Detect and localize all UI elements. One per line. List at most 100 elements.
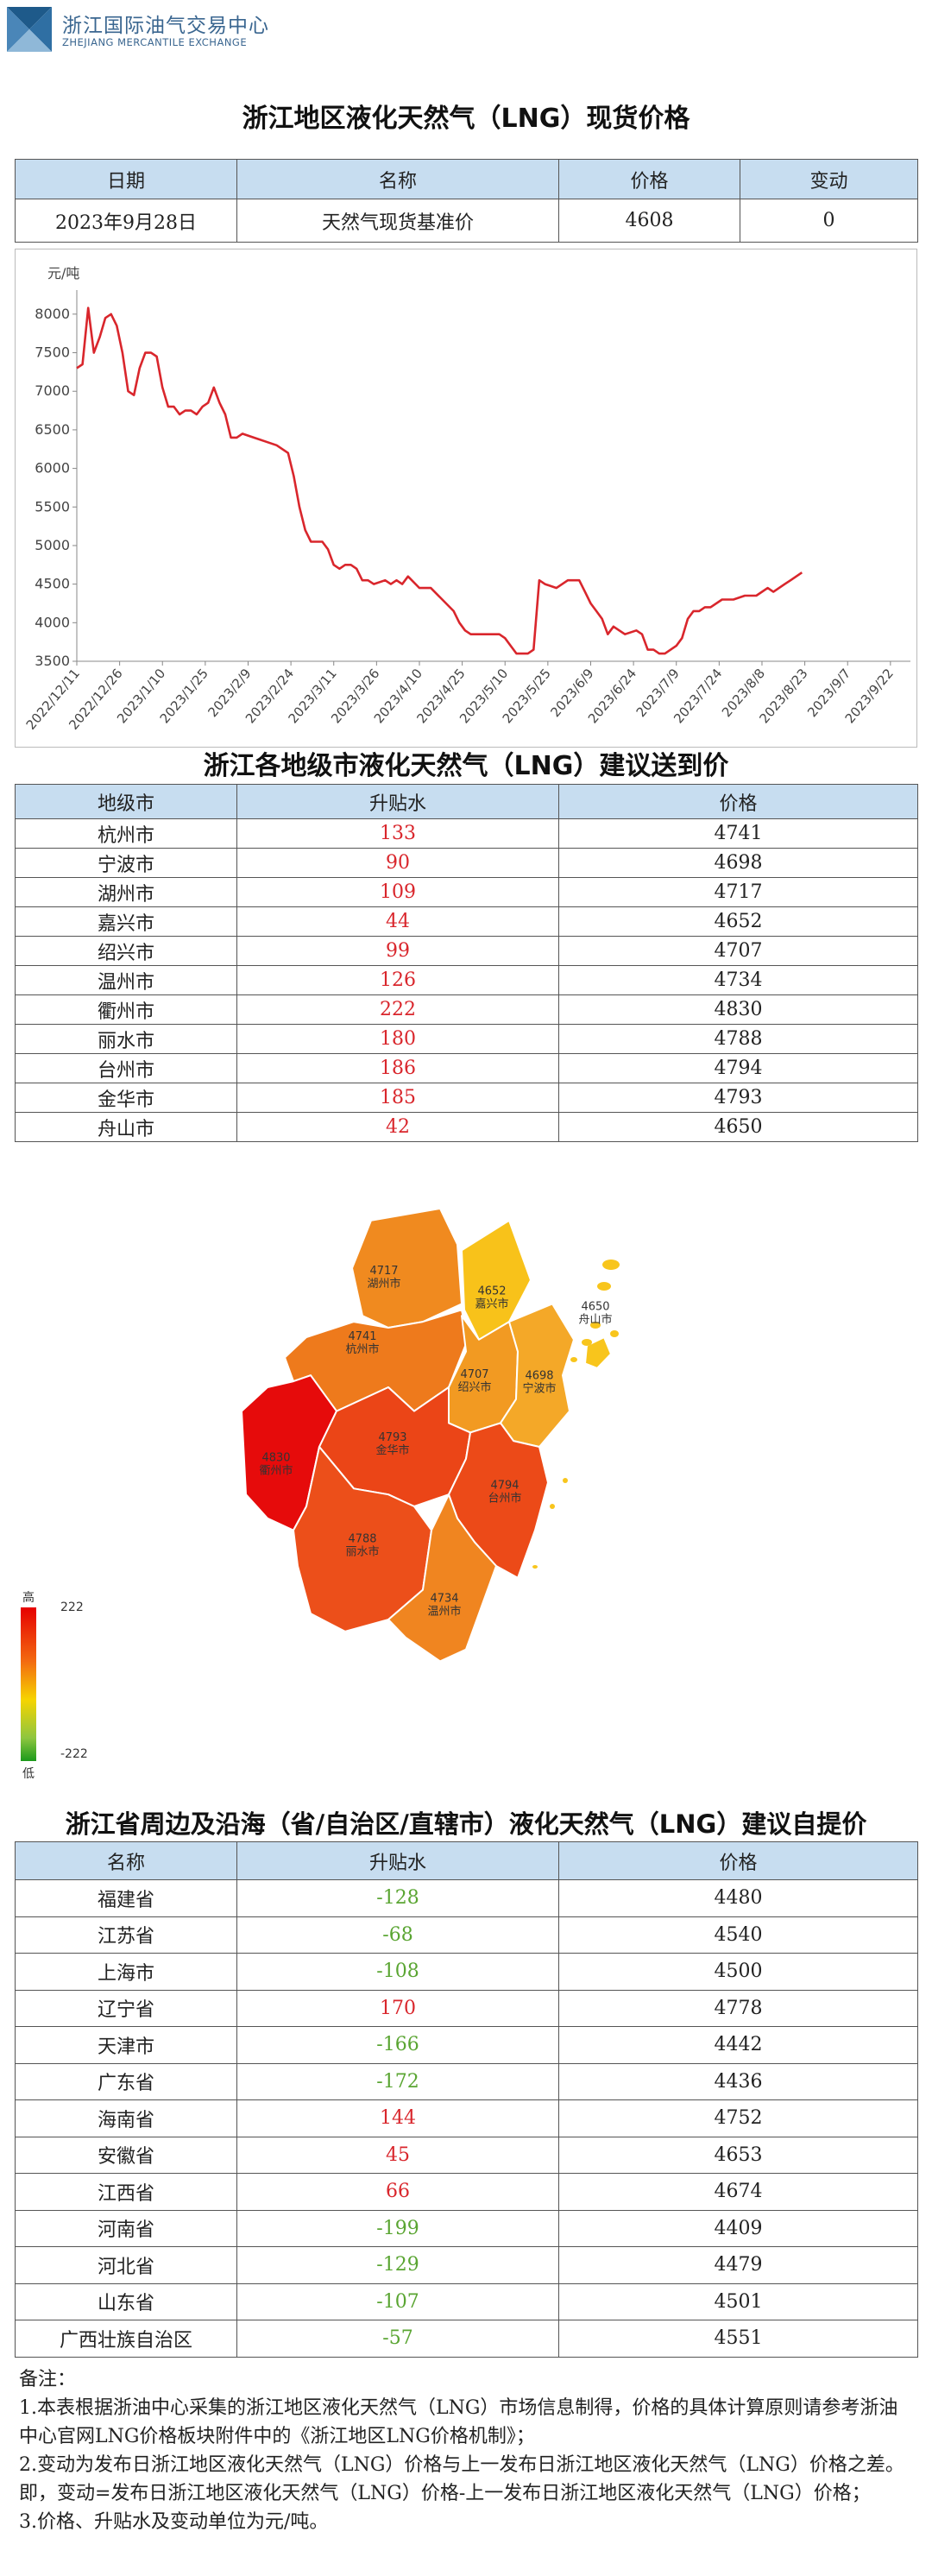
map-region-price: 4734 [430, 1592, 458, 1605]
notes-heading: 备注： [19, 2369, 77, 2390]
row-price: 4409 [558, 2209, 918, 2247]
row-name: 丽水市 [15, 1024, 237, 1054]
row-price: 4707 [558, 936, 918, 966]
row-price: 4652 [558, 906, 918, 937]
row-name: 杭州市 [15, 818, 237, 849]
table-row: 上海市 -108 4500 [15, 1953, 918, 1991]
map-region-name: 嘉兴市 [475, 1297, 508, 1310]
table-row: 福建省 -128 4480 [15, 1879, 918, 1917]
table-row: 江苏省 -68 4540 [15, 1916, 918, 1954]
row-premium: 133 [236, 818, 559, 849]
legend-color-bar [21, 1607, 36, 1761]
row-premium: 109 [236, 877, 559, 907]
spot-name: 天然气现货基准价 [236, 199, 559, 243]
y-tick-label: 6500 [35, 421, 70, 438]
header-premium: 升贴水 [236, 784, 559, 819]
header-city: 地级市 [15, 784, 237, 819]
y-tick-label: 7500 [35, 344, 70, 361]
header-premium: 升贴水 [236, 1841, 559, 1880]
map-region-name: 台州市 [488, 1491, 521, 1505]
y-tick-label: 7000 [35, 382, 70, 399]
map-region [461, 1219, 532, 1341]
row-price: 4479 [558, 2246, 918, 2284]
row-name: 海南省 [15, 2099, 237, 2137]
row-name: 安徽省 [15, 2136, 237, 2174]
row-premium: 90 [236, 848, 559, 878]
table-row: 台州市 186 4794 [15, 1053, 918, 1083]
map-region-price: 4830 [261, 1452, 290, 1465]
row-name: 嘉兴市 [15, 906, 237, 937]
row-price: 4442 [558, 2026, 918, 2064]
y-tick-label: 5000 [35, 537, 70, 553]
table-row: 广西壮族自治区 -57 4551 [15, 2320, 918, 2358]
map-island [563, 1478, 568, 1483]
notes-line: 2.变动为发布日浙江地区液化天然气（LNG）价格与上一发布日浙江地区液化天然气（… [19, 2454, 904, 2504]
city-table-title: 浙江各地级市液化天然气（LNG）建议送到价 [203, 751, 729, 781]
table-row: 辽宁省 170 4778 [15, 1989, 918, 2027]
row-premium: 42 [236, 1112, 559, 1142]
row-name: 广西壮族自治区 [15, 2320, 237, 2358]
row-name: 天津市 [15, 2026, 237, 2064]
spot-price-table: 日期 名称 价格 变动 2023年9月28日 天然气现货基准价 4608 0 [15, 159, 918, 243]
table-row: 金华市 185 4793 [15, 1083, 918, 1113]
map-region-name: 杭州市 [345, 1342, 379, 1356]
city-price-table: 地级市 升贴水 价格 杭州市 133 4741 宁波市 90 4698 湖州市 109 4717… [15, 784, 918, 1142]
row-premium: -128 [236, 1879, 559, 1917]
row-premium: 170 [236, 1989, 559, 2027]
table-row: 嘉兴市 44 4652 [15, 906, 918, 937]
map-island [582, 1339, 592, 1346]
exchange-logo [7, 7, 52, 52]
price-line-chart: 元/吨 3500 4000 4500 5000 5500 6000 6500 7000 7500… [23, 265, 910, 733]
row-price: 4551 [558, 2320, 918, 2358]
row-name: 衢州市 [15, 994, 237, 1025]
row-name: 金华市 [15, 1083, 237, 1113]
header-price: 价格 [558, 159, 740, 199]
y-tick-label: 6000 [35, 460, 70, 477]
row-premium: 144 [236, 2099, 559, 2137]
row-name: 河北省 [15, 2246, 237, 2284]
map-region-price: 4717 [369, 1265, 398, 1278]
row-premium: 45 [236, 2136, 559, 2174]
row-name: 江西省 [15, 2173, 237, 2211]
spot-date: 2023年9月28日 [15, 199, 237, 243]
row-price: 4793 [558, 1083, 918, 1113]
header-name: 名称 [236, 159, 559, 199]
row-price: 4650 [558, 1112, 918, 1142]
row-name: 绍兴市 [15, 936, 237, 966]
row-price: 4717 [558, 877, 918, 907]
notes-line: 1.本表根据浙油中心采集的浙江地区液化天然气（LNG）市场信息制得，价格的具体计… [19, 2397, 898, 2447]
row-premium: 66 [236, 2173, 559, 2211]
map-region-name: 衢州市 [259, 1464, 293, 1478]
series-line [76, 306, 803, 655]
row-premium: -199 [236, 2209, 559, 2247]
row-price: 4653 [558, 2136, 918, 2174]
row-price: 4480 [558, 1879, 918, 1917]
row-premium: -166 [236, 2026, 559, 2064]
map-region-price: 4707 [460, 1368, 488, 1381]
row-premium: -172 [236, 2062, 559, 2100]
row-premium: -107 [236, 2282, 559, 2320]
header-date: 日期 [15, 159, 237, 199]
org-name-en: ZHEJIANG MERCANTILE EXCHANGE [62, 36, 248, 48]
row-price: 4788 [558, 1024, 918, 1054]
chart-frame [15, 249, 917, 748]
header-price: 价格 [558, 1841, 918, 1880]
row-price: 4698 [558, 848, 918, 878]
map-island [602, 1260, 620, 1270]
map-region-name: 湖州市 [367, 1277, 400, 1291]
province-table-title: 浙江省周边及沿海（省/自治区/直辖市）液化天然气（LNG）建议自提价 [65, 1809, 867, 1839]
y-tick-label: 4000 [35, 614, 70, 630]
row-name: 舟山市 [15, 1112, 237, 1142]
page-title: 浙江地区液化天然气（LNG）现货价格 [242, 104, 690, 134]
row-price: 4830 [558, 994, 918, 1025]
table-row: 河南省 -199 4409 [15, 2209, 918, 2247]
map-region-name: 绍兴市 [457, 1380, 491, 1394]
row-name: 河南省 [15, 2209, 237, 2247]
map-region-price: 4794 [490, 1479, 519, 1492]
row-name: 广东省 [15, 2062, 237, 2100]
row-premium: -108 [236, 1953, 559, 1991]
map-island [532, 1565, 538, 1569]
table-row: 安徽省 45 4653 [15, 2136, 918, 2174]
map-region-price: 4741 [348, 1330, 376, 1343]
map-region [387, 1493, 497, 1663]
